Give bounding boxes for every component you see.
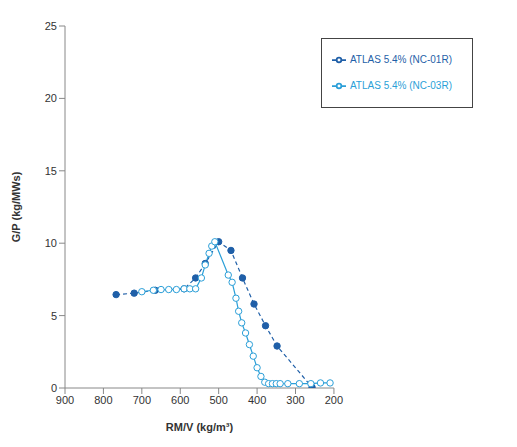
svg-text:500: 500 bbox=[209, 394, 227, 406]
svg-text:25: 25 bbox=[45, 20, 57, 32]
svg-text:600: 600 bbox=[171, 394, 189, 406]
svg-text:200: 200 bbox=[325, 394, 343, 406]
svg-text:400: 400 bbox=[248, 394, 266, 406]
html-text:ATLAS 5.4% (NC-01R): ATLAS 5.4% (NC-01R) bbox=[349, 54, 452, 65]
svg-text:900: 900 bbox=[56, 394, 74, 406]
svg-text:10: 10 bbox=[45, 237, 57, 249]
svg-text:300: 300 bbox=[286, 394, 304, 406]
svg-text:20: 20 bbox=[45, 92, 57, 104]
svg-text:0: 0 bbox=[51, 382, 57, 394]
svg-text:15: 15 bbox=[45, 165, 57, 177]
html-text:ATLAS 5.4% (NC-03R): ATLAS 5.4% (NC-03R) bbox=[349, 80, 452, 91]
svg-text:G/P (kg/MWs): G/P (kg/MWs) bbox=[10, 171, 22, 242]
svg-text:700: 700 bbox=[133, 394, 151, 406]
svg-text:RM/V (kg/m³): RM/V (kg/m³) bbox=[166, 421, 234, 433]
svg-text:5: 5 bbox=[51, 310, 57, 322]
svg-text:800: 800 bbox=[94, 394, 112, 406]
